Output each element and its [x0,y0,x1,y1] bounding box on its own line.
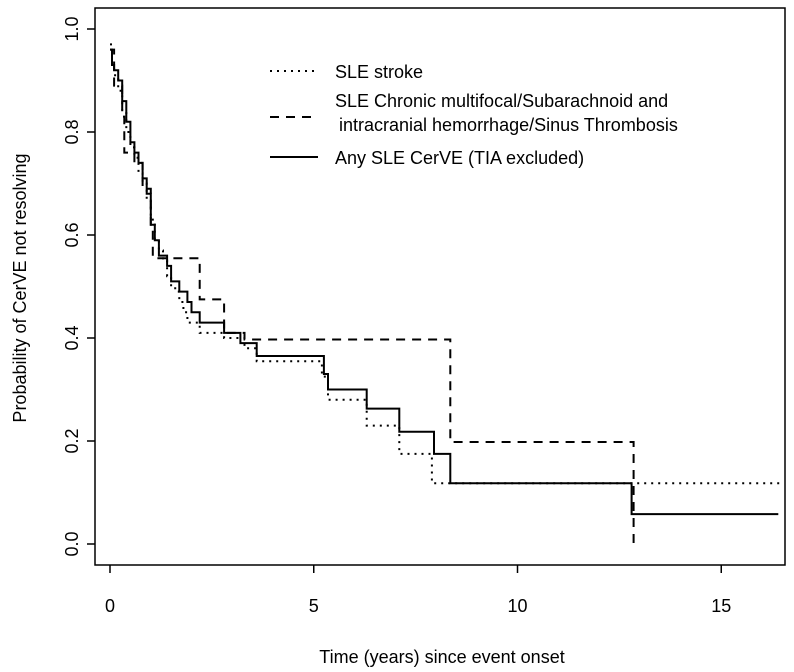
y-tick-label: 0.8 [62,119,82,144]
x-tick-label: 10 [507,596,527,616]
y-axis: 0.0 0.2 0.4 0.6 0.8 1.0 [62,16,95,557]
x-tick-label: 5 [309,596,319,616]
series-line-solid [110,48,779,516]
legend-label-sle-stroke: SLE stroke [335,62,423,82]
y-tick-label: 1.0 [62,16,82,41]
x-axis-title: Time (years) since event onset [319,647,564,667]
x-axis: 0 5 10 15 [105,565,731,616]
x-tick-label: 15 [711,596,731,616]
x-tick-label: 0 [105,596,115,616]
y-tick-label: 0.0 [62,531,82,556]
y-tick-label: 0.6 [62,222,82,247]
y-axis-title: Probability of CerVE not resolving [10,153,30,422]
legend: SLE stroke SLE Chronic multifocal/Subara… [270,62,678,168]
legend-label-any-sle-cerve: Any SLE CerVE (TIA excluded) [335,148,584,168]
y-tick-label: 0.4 [62,325,82,350]
legend-label-sle-chronic: SLE Chronic multifocal/Subarachnoid and i… [335,91,678,135]
series-line-dotted [110,43,783,485]
plot-frame [94,7,786,566]
series-layer [110,43,783,544]
y-tick-label: 0.2 [62,428,82,453]
series-line-dashed [110,48,635,544]
